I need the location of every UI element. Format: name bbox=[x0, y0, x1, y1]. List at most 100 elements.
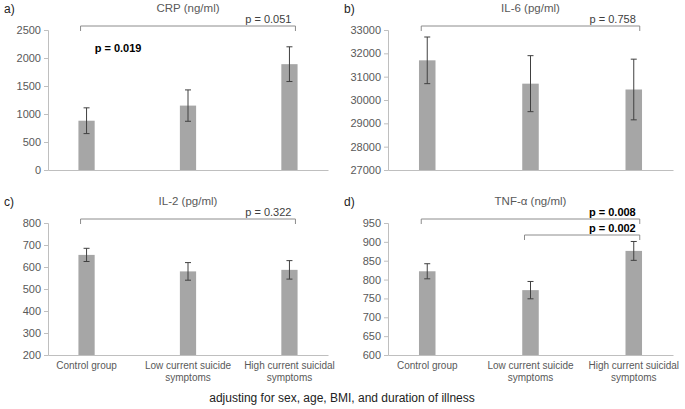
x-tick: Low current suicidesymptoms bbox=[145, 355, 232, 383]
x-tick-label: High current suicidalsymptoms bbox=[244, 360, 335, 383]
y-tick-label: 28000 bbox=[350, 141, 381, 153]
y-axis-line bbox=[44, 224, 49, 356]
marks bbox=[419, 37, 642, 170]
significance-bracket bbox=[81, 26, 296, 31]
x-axis-line bbox=[49, 355, 329, 356]
y-tick: 500 bbox=[23, 283, 48, 295]
y-tick-mark bbox=[384, 147, 388, 148]
annotations: p = 0.322 bbox=[81, 206, 296, 224]
x-tick: Control group bbox=[56, 355, 117, 371]
y-axis-line bbox=[384, 31, 389, 171]
y-tick-mark bbox=[384, 261, 388, 262]
panel: c)IL-2 (pg/ml)200300400500600700800Contr… bbox=[4, 195, 335, 383]
y-tick-mark bbox=[44, 223, 48, 224]
x-tick: Low current suicidesymptoms bbox=[487, 355, 574, 383]
y-tick-label: 0 bbox=[35, 164, 41, 176]
y-axis-line bbox=[384, 224, 389, 356]
x-axis: Control group Low current suicidesymptoms… bbox=[49, 355, 335, 383]
plot-area: 600650700750800850900950Control groupLow… bbox=[363, 206, 679, 383]
error-bar bbox=[185, 263, 191, 281]
y-tick-label: 32000 bbox=[350, 47, 381, 59]
y-tick: 950 bbox=[363, 217, 388, 229]
y-tick-mark bbox=[384, 280, 388, 281]
panel-label: b) bbox=[344, 2, 355, 16]
y-tick: 0 bbox=[35, 164, 48, 176]
plot-area: 27000 28000 29000 30000 31000 32000 33000 p = 0… bbox=[350, 13, 673, 176]
y-tick-mark bbox=[44, 86, 48, 87]
error-bar bbox=[185, 90, 191, 121]
y-tick-mark bbox=[384, 355, 388, 356]
marks bbox=[78, 47, 297, 170]
y-tick-mark bbox=[44, 30, 48, 31]
y-tick: 800 bbox=[23, 217, 48, 229]
y-tick-label: 1500 bbox=[17, 80, 41, 92]
y-tick: 33000 bbox=[350, 24, 388, 36]
error-bar bbox=[631, 59, 637, 120]
y-tick-label: 27000 bbox=[350, 164, 381, 176]
y-tick: 400 bbox=[23, 305, 48, 317]
y-tick: 600 bbox=[23, 261, 48, 273]
y-tick: 31000 bbox=[350, 71, 388, 83]
significance-bracket bbox=[421, 26, 640, 31]
y-tick: 29000 bbox=[350, 117, 388, 129]
panel-label: c) bbox=[4, 195, 14, 209]
significance-bracket bbox=[81, 219, 296, 224]
y-tick: 700 bbox=[363, 311, 388, 323]
y-tick-label: 300 bbox=[23, 327, 41, 339]
y-tick: 27000 bbox=[350, 164, 388, 176]
error-bar bbox=[528, 281, 534, 298]
y-tick-mark bbox=[44, 142, 48, 143]
y-tick-mark bbox=[44, 245, 48, 246]
bar bbox=[180, 271, 196, 355]
y-tick: 1000 bbox=[17, 108, 48, 120]
y-tick-mark bbox=[44, 114, 48, 115]
y-tick-label: 500 bbox=[23, 283, 41, 295]
error-bar bbox=[631, 241, 637, 260]
y-tick-mark bbox=[44, 170, 48, 171]
y-tick: 650 bbox=[363, 330, 388, 342]
annotations: p = 0.758 bbox=[421, 13, 640, 31]
y-tick-mark bbox=[44, 333, 48, 334]
y-tick-label: 750 bbox=[363, 292, 381, 304]
y-tick-label: 33000 bbox=[350, 24, 381, 36]
y-tick: 900 bbox=[363, 236, 388, 248]
y-tick: 1500 bbox=[17, 80, 48, 92]
y-tick: 200 bbox=[23, 349, 48, 361]
y-tick: 2000 bbox=[17, 52, 48, 64]
y-tick: 32000 bbox=[350, 47, 388, 59]
p-value: p = 0.008 bbox=[589, 206, 636, 218]
y-tick-label: 800 bbox=[363, 274, 381, 286]
y-tick-mark bbox=[384, 30, 388, 31]
y-tick-label: 400 bbox=[23, 305, 41, 317]
panel-label: d) bbox=[344, 195, 355, 209]
panel: b)IL-6 (pg/ml)27000280002900030000310003… bbox=[344, 2, 674, 176]
x-tick-label: Control group bbox=[397, 360, 458, 371]
x-tick-label: Low current suicidesymptoms bbox=[145, 360, 232, 383]
y-tick-label: 800 bbox=[23, 217, 41, 229]
y-tick-label: 31000 bbox=[350, 71, 381, 83]
annotations: p = 0.008p = 0.002 bbox=[421, 206, 640, 240]
panel-label: a) bbox=[4, 2, 15, 16]
x-tick-label: Control group bbox=[56, 360, 117, 371]
y-tick-mark bbox=[384, 123, 388, 124]
marks bbox=[419, 241, 642, 355]
y-tick-mark bbox=[44, 311, 48, 312]
plot-area: 200300400500600700800Control groupLow cu… bbox=[23, 206, 335, 383]
error-bar bbox=[84, 248, 90, 261]
y-tick-mark bbox=[44, 355, 48, 356]
y-tick: 30000 bbox=[350, 94, 388, 106]
y-tick-mark bbox=[384, 298, 388, 299]
y-axis: 27000 28000 29000 30000 31000 32000 33000 bbox=[350, 24, 388, 176]
error-bar bbox=[424, 37, 430, 84]
y-tick-mark bbox=[44, 58, 48, 59]
y-tick: 2500 bbox=[17, 24, 48, 36]
error-bar bbox=[528, 56, 534, 112]
bar bbox=[522, 290, 539, 355]
chart-title: IL-2 (pg/ml) bbox=[159, 195, 218, 207]
error-bar bbox=[286, 261, 292, 279]
y-tick-mark bbox=[44, 289, 48, 290]
y-axis: 600650700750800850900950 bbox=[363, 217, 389, 361]
x-tick-label: High current suicidalsymptoms bbox=[588, 360, 679, 383]
panel: a)CRP (ng/ml)05001000150020002500p = 0.0… bbox=[4, 2, 329, 176]
annotation: p = 0.019 bbox=[95, 42, 142, 54]
